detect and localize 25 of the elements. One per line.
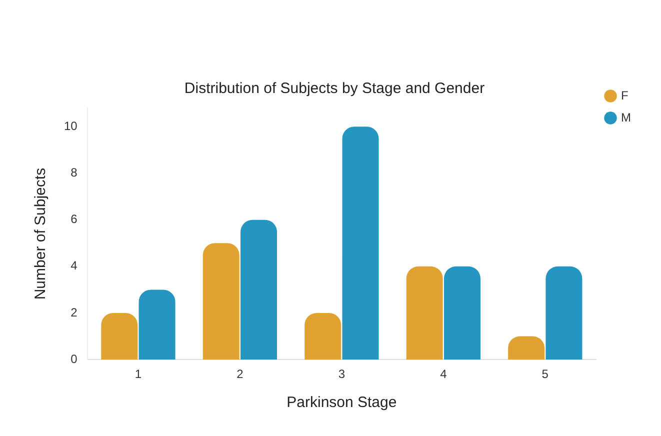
bar bbox=[240, 220, 278, 360]
bar bbox=[406, 266, 443, 360]
x-tick-label: 3 bbox=[338, 367, 346, 382]
y-tick-label: 8 bbox=[70, 166, 78, 180]
bar bbox=[202, 243, 240, 360]
y-tick-label: 10 bbox=[64, 118, 78, 133]
y-tick-label: 0 bbox=[70, 352, 78, 366]
bar bbox=[546, 266, 582, 360]
bar bbox=[138, 290, 176, 360]
chart-title: Distribution of Subjects by Stage and Gender bbox=[184, 80, 485, 98]
bar bbox=[444, 266, 480, 360]
bar bbox=[304, 313, 342, 360]
y-tick-label: 4 bbox=[70, 258, 78, 273]
legend-label: F bbox=[621, 88, 628, 102]
y-tick-label: 2 bbox=[70, 305, 78, 320]
x-tick-label: 2 bbox=[236, 367, 244, 382]
y-tick-label: 6 bbox=[70, 212, 78, 226]
x-axis-title: Parkinson Stage bbox=[286, 394, 397, 412]
x-tick-label: 4 bbox=[440, 367, 448, 382]
bar bbox=[101, 313, 138, 360]
x-tick-label: 5 bbox=[542, 367, 549, 382]
x-tick-label: 1 bbox=[134, 367, 142, 382]
legend-label: M bbox=[621, 110, 632, 124]
bar bbox=[342, 126, 379, 360]
y-axis-title: Number of Subjects bbox=[32, 168, 50, 300]
